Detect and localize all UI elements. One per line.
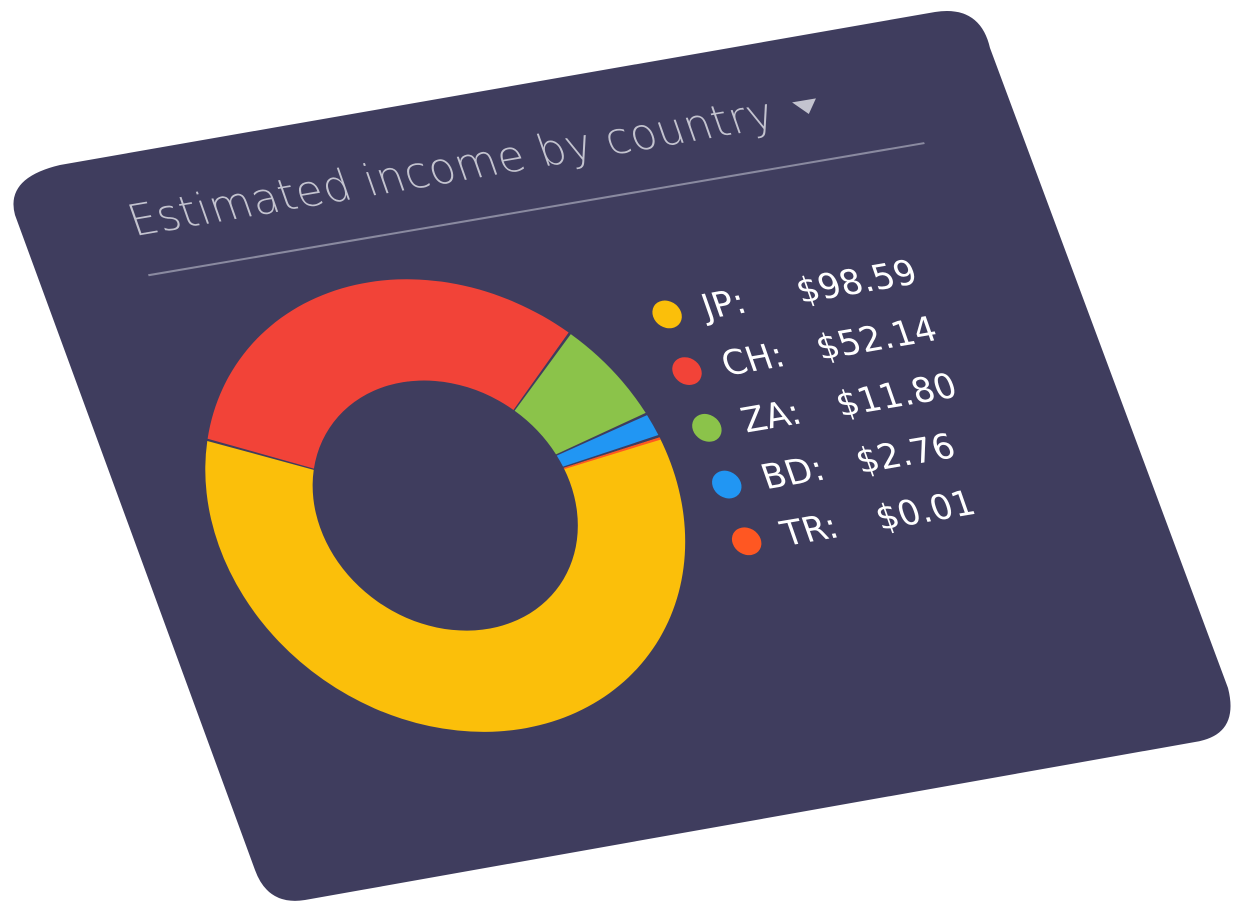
legend-dot bbox=[727, 525, 766, 558]
slice-za[interactable] bbox=[492, 326, 654, 458]
donut-chart bbox=[165, 253, 751, 767]
legend-country-code: TR: bbox=[775, 506, 844, 555]
legend-dot bbox=[688, 411, 726, 444]
legend-country-code: CH: bbox=[715, 335, 791, 385]
legend-income-value: $52.14 bbox=[810, 309, 943, 369]
slice-bd[interactable] bbox=[548, 414, 663, 467]
legend-dot bbox=[708, 468, 746, 501]
chart-legend: JP: $98.59 CH: $52.14 ZA: $11.80 BD: $2.76 TR: $0… bbox=[643, 244, 1005, 572]
card-content: Estimated income by country JP: $98.59 CH:… bbox=[13, 6, 1244, 860]
slice-jp[interactable] bbox=[184, 368, 751, 767]
legend-income-value: $0.01 bbox=[870, 483, 981, 539]
legend-income-value: $2.76 bbox=[850, 426, 961, 482]
legend-dot bbox=[668, 355, 706, 388]
slice-tr[interactable] bbox=[559, 437, 665, 470]
legend-income-value: $11.80 bbox=[830, 365, 963, 426]
legend-country-code: ZA: bbox=[735, 392, 807, 442]
legend-income-value: $98.59 bbox=[790, 252, 923, 312]
slice-ch[interactable] bbox=[165, 253, 599, 484]
legend-country-code: JP: bbox=[696, 281, 752, 328]
legend-dot bbox=[648, 298, 686, 331]
legend-country-code: BD: bbox=[755, 448, 831, 499]
caret-down-icon[interactable] bbox=[792, 98, 822, 117]
